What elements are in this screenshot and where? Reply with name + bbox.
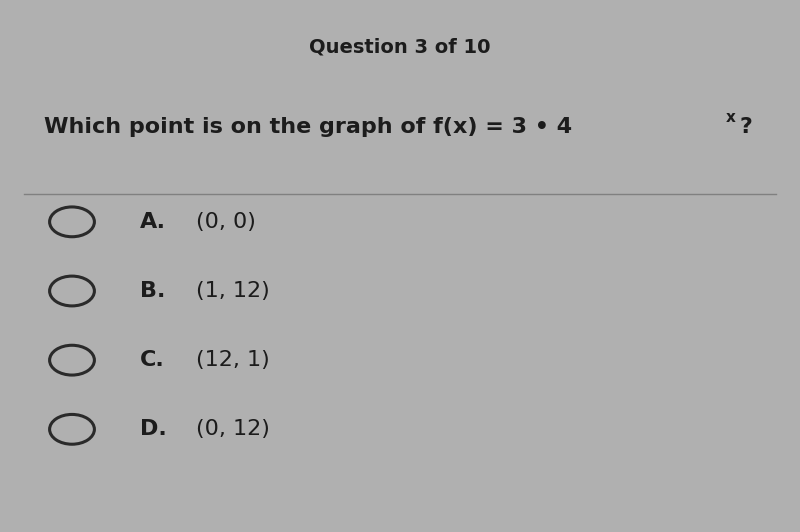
Text: Question 3 of 10: Question 3 of 10 (310, 37, 490, 56)
Circle shape (50, 345, 94, 375)
Text: C.: C. (140, 350, 165, 370)
Text: (1, 12): (1, 12) (196, 281, 270, 301)
Text: ?: ? (740, 117, 753, 137)
Text: x: x (726, 110, 735, 125)
Text: (0, 12): (0, 12) (196, 419, 270, 439)
Text: B.: B. (140, 281, 166, 301)
Text: A.: A. (140, 212, 166, 232)
Text: (12, 1): (12, 1) (196, 350, 270, 370)
Circle shape (50, 414, 94, 444)
Text: D.: D. (140, 419, 166, 439)
Circle shape (50, 207, 94, 237)
Text: Which point is on the graph of f(x) = 3 • 4: Which point is on the graph of f(x) = 3 … (44, 117, 572, 137)
Circle shape (50, 276, 94, 306)
Text: (0, 0): (0, 0) (196, 212, 256, 232)
